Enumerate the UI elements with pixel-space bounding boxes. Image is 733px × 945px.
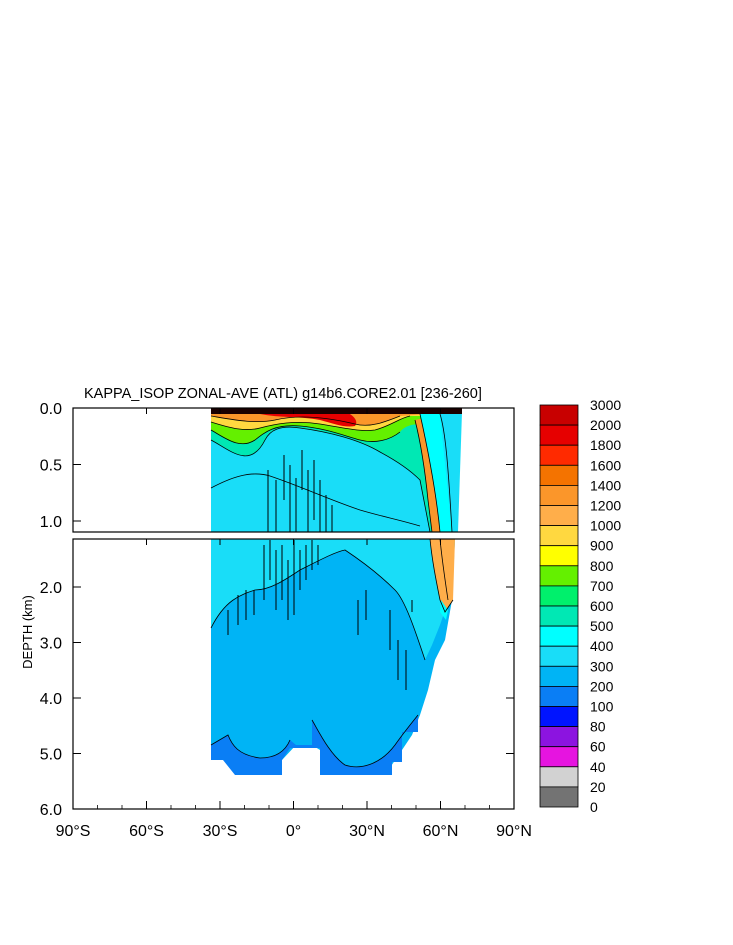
colorbar-label: 2000 bbox=[590, 417, 621, 433]
y-tick-label: 3.0 bbox=[40, 636, 62, 653]
colorbar-label: 60 bbox=[590, 739, 606, 755]
colorbar-swatch bbox=[539, 645, 579, 667]
y-tick-label: 0.0 bbox=[40, 401, 62, 418]
colorbar-label: 1800 bbox=[590, 437, 621, 453]
field-500-600-upper bbox=[211, 408, 455, 532]
colorbar-swatch bbox=[539, 404, 579, 426]
colorbar-swatch bbox=[539, 545, 579, 567]
colorbar-label: 200 bbox=[590, 678, 614, 694]
colorbar-label: 800 bbox=[590, 558, 614, 574]
y-tick-label: 0.5 bbox=[40, 458, 62, 475]
x-tick-label: 60°N bbox=[423, 823, 459, 840]
colorbar-swatch bbox=[539, 424, 579, 446]
colorbar-swatch bbox=[539, 665, 579, 687]
colorbar-label: 900 bbox=[590, 538, 614, 554]
colorbar-swatch bbox=[539, 565, 579, 587]
colorbar-label: 600 bbox=[590, 598, 614, 614]
upper-streaks bbox=[267, 450, 333, 532]
colorbar-label: 40 bbox=[590, 759, 606, 775]
colorbar-swatch bbox=[539, 605, 579, 627]
x-tick-label: 30°S bbox=[203, 823, 238, 840]
colorbar-label: 300 bbox=[590, 658, 614, 674]
colorbar-swatch bbox=[539, 525, 579, 547]
colorbar-label: 400 bbox=[590, 638, 614, 654]
colorbar-swatch bbox=[539, 505, 579, 527]
colorbar-swatch bbox=[539, 686, 579, 707]
colorbar-label: 80 bbox=[590, 719, 606, 735]
field-100-200-notch bbox=[385, 762, 392, 775]
colorbar-label: 0 bbox=[590, 799, 598, 815]
y-tick-label: 5.0 bbox=[40, 747, 62, 764]
colorbar-label: 100 bbox=[590, 699, 614, 715]
colorbar-label: 1000 bbox=[590, 518, 621, 534]
lower-panel-field bbox=[210, 539, 455, 775]
surface-row bbox=[211, 408, 462, 414]
colorbar: 3000200018001600140012001000900800700600… bbox=[539, 397, 621, 815]
colorbar-swatch bbox=[539, 464, 579, 486]
field-2000-upper bbox=[260, 410, 357, 427]
y-axis-label: DEPTH (km) bbox=[20, 595, 35, 669]
colorbar-swatch bbox=[539, 444, 579, 466]
y-tick-label: 1.0 bbox=[40, 514, 62, 531]
x-tick-label: 90°S bbox=[56, 823, 91, 840]
colorbar-label: 700 bbox=[590, 578, 614, 594]
upper-panel-field bbox=[210, 408, 462, 532]
colorbar-label: 1400 bbox=[590, 477, 621, 493]
colorbar-swatch bbox=[539, 484, 579, 506]
colorbar-label: 1200 bbox=[590, 498, 621, 514]
chart-title: KAPPA_ISOP ZONAL-AVE (ATL) g14b6.CORE2.0… bbox=[84, 386, 482, 402]
colorbar-label: 500 bbox=[590, 618, 614, 634]
x-tick-label: 0° bbox=[286, 823, 301, 840]
colorbar-label: 1600 bbox=[590, 457, 621, 473]
y-tick-label: 6.0 bbox=[40, 802, 62, 819]
x-tick-label: 60°S bbox=[129, 823, 164, 840]
colorbar-swatch bbox=[539, 766, 579, 788]
field-300-400-lower bbox=[211, 539, 455, 660]
colorbar-swatch bbox=[539, 746, 579, 768]
field-100-200-lower bbox=[211, 715, 418, 775]
colorbar-swatch bbox=[539, 726, 579, 748]
x-tick-label: 90°N bbox=[496, 823, 532, 840]
y-tick-label: 2.0 bbox=[40, 580, 62, 597]
field-north-lower bbox=[430, 539, 455, 612]
upper-contours bbox=[210, 413, 453, 532]
lower-streaks bbox=[227, 540, 413, 690]
axes: 90°S 60°S 30°S 0° 30°N 60°N 90°N 0.0 0.5 1.0 2.0 3.… bbox=[40, 401, 532, 840]
colorbar-swatch bbox=[539, 585, 579, 607]
y-tick-label: 4.0 bbox=[40, 691, 62, 708]
colorbar-label: 20 bbox=[590, 779, 606, 795]
colorbar-swatch bbox=[539, 786, 579, 808]
x-tick-label: 30°N bbox=[349, 823, 385, 840]
colorbar-swatch bbox=[539, 625, 579, 647]
colorbar-swatch bbox=[539, 706, 579, 728]
lower-contours bbox=[210, 539, 454, 768]
field-200-300-lower bbox=[211, 539, 455, 775]
colorbar-label: 3000 bbox=[590, 397, 621, 413]
